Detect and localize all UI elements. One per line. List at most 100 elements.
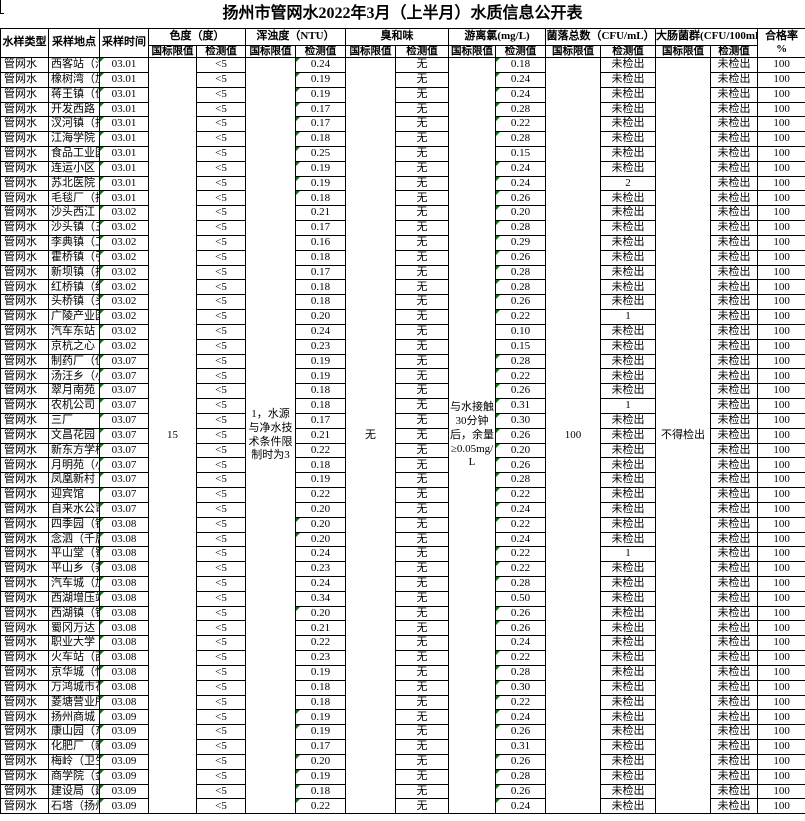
cell-date[interactable]: 03.09	[99, 709, 149, 726]
cell-location[interactable]: 月明苑（小	[48, 457, 100, 474]
cell-color-value[interactable]: <5	[196, 160, 246, 177]
cell-odor-value[interactable]: 无	[395, 131, 450, 147]
cell-color-value[interactable]: <5	[196, 694, 246, 711]
cell-sample-type[interactable]: 管网水	[0, 576, 49, 592]
cell-location[interactable]: 李典镇（工	[48, 234, 100, 251]
cell-rate[interactable]: 100	[757, 605, 805, 622]
col-header-chlorine-limit[interactable]: 国标限值	[448, 44, 497, 59]
cell-color-value[interactable]: <5	[196, 220, 246, 236]
cell-odor-value[interactable]: 无	[395, 457, 450, 474]
cell-coliform-value[interactable]: 未检出	[710, 338, 759, 355]
cell-odor-value[interactable]: 无	[395, 309, 450, 325]
cell-turbidity-value[interactable]: 0.23	[294, 561, 347, 577]
cell-sample-type[interactable]: 管网水	[0, 412, 49, 429]
cell-location[interactable]: 自来水公司	[48, 501, 100, 518]
cell-location[interactable]: 梅岭（卫生	[48, 753, 100, 770]
cell-sample-type[interactable]: 管网水	[0, 472, 49, 489]
cell-color-value[interactable]: <5	[196, 590, 246, 607]
cell-sample-type[interactable]: 管网水	[0, 501, 49, 518]
cell-rate[interactable]: 100	[757, 145, 805, 162]
cell-turbidity-value[interactable]: 0.23	[294, 650, 347, 666]
cell-sample-type[interactable]: 管网水	[0, 679, 49, 696]
cell-coliform-value[interactable]: 未检出	[710, 709, 759, 726]
cell-chlorine-value[interactable]: 0.22	[495, 487, 547, 503]
cell-chlorine-value[interactable]: 0.10	[495, 323, 547, 340]
cell-date[interactable]: 03.08	[99, 561, 149, 577]
cell-color-value[interactable]: <5	[196, 561, 246, 577]
cell-coliform-value[interactable]: 未检出	[710, 234, 759, 251]
cell-colony-value[interactable]: 未检出	[600, 234, 657, 251]
cell-rate[interactable]: 100	[757, 190, 805, 207]
cell-rate[interactable]: 100	[757, 457, 805, 474]
cell-color-value[interactable]: <5	[196, 679, 246, 696]
cell-color-value[interactable]: <5	[196, 294, 246, 311]
cell-sample-type[interactable]: 管网水	[0, 783, 49, 800]
cell-coliform-value[interactable]: 未检出	[710, 798, 759, 815]
cell-coliform-value[interactable]: 未检出	[710, 101, 759, 118]
cell-turbidity-value[interactable]: 0.18	[294, 294, 347, 311]
cell-coliform-value[interactable]: 未检出	[710, 353, 759, 370]
cell-color-value[interactable]: <5	[196, 116, 246, 133]
col-header-colony-value[interactable]: 检测值	[600, 44, 657, 59]
cell-date[interactable]: 03.01	[99, 101, 149, 118]
cell-sample-type[interactable]: 管网水	[0, 338, 49, 355]
cell-chlorine-value[interactable]: 0.31	[495, 398, 547, 414]
cell-chlorine-value[interactable]: 0.26	[495, 190, 547, 207]
cell-odor-value[interactable]: 无	[395, 531, 450, 548]
cell-odor-value[interactable]: 无	[395, 724, 450, 741]
cell-turbidity-value[interactable]: 0.24	[294, 546, 347, 563]
cell-rate[interactable]: 100	[757, 398, 805, 414]
cell-date[interactable]: 03.08	[99, 679, 149, 696]
cell-colony-value[interactable]: 未检出	[600, 264, 657, 281]
cell-date[interactable]: 03.08	[99, 694, 149, 711]
cell-turbidity-value[interactable]: 0.20	[294, 753, 347, 770]
cell-date[interactable]: 03.01	[99, 57, 149, 73]
cell-coliform-value[interactable]: 未检出	[710, 694, 759, 711]
cell-rate[interactable]: 100	[757, 783, 805, 800]
cell-chlorine-value[interactable]: 0.29	[495, 234, 547, 251]
cell-turbidity-value[interactable]: 0.22	[294, 487, 347, 503]
cell-color-limit[interactable]: 15	[148, 57, 197, 815]
cell-odor-value[interactable]: 无	[395, 71, 450, 88]
cell-odor-value[interactable]: 无	[395, 472, 450, 489]
cell-sample-type[interactable]: 管网水	[0, 605, 49, 622]
cell-odor-value[interactable]: 无	[395, 620, 450, 637]
cell-turbidity-value[interactable]: 0.25	[294, 145, 347, 162]
cell-date[interactable]: 03.01	[99, 116, 149, 133]
cell-date[interactable]: 03.07	[99, 487, 149, 503]
cell-rate[interactable]: 100	[757, 175, 805, 192]
cell-coliform-value[interactable]: 未检出	[710, 264, 759, 281]
cell-location[interactable]: 万鸿城市花	[48, 679, 100, 696]
cell-chlorine-value[interactable]: 0.22	[495, 694, 547, 711]
cell-date[interactable]: 03.07	[99, 398, 149, 414]
cell-chlorine-value[interactable]: 0.26	[495, 427, 547, 444]
cell-chlorine-value[interactable]: 0.28	[495, 576, 547, 592]
cell-location[interactable]: 西湖镇（镇	[48, 605, 100, 622]
cell-sample-type[interactable]: 管网水	[0, 620, 49, 637]
cell-rate[interactable]: 100	[757, 71, 805, 88]
cell-color-value[interactable]: <5	[196, 783, 246, 800]
cell-date[interactable]: 03.01	[99, 145, 149, 162]
cell-coliform-value[interactable]: 未检出	[710, 412, 759, 429]
cell-date[interactable]: 03.07	[99, 383, 149, 400]
cell-turbidity-value[interactable]: 0.19	[294, 709, 347, 726]
cell-odor-value[interactable]: 无	[395, 116, 450, 133]
cell-sample-type[interactable]: 管网水	[0, 650, 49, 666]
cell-location[interactable]: 苏北医院	[48, 175, 100, 192]
cell-odor-value[interactable]: 无	[395, 338, 450, 355]
cell-color-value[interactable]: <5	[196, 71, 246, 88]
cell-odor-value[interactable]: 无	[395, 427, 450, 444]
cell-odor-value[interactable]: 无	[395, 234, 450, 251]
cell-date[interactable]: 03.09	[99, 768, 149, 785]
cell-sample-type[interactable]: 管网水	[0, 175, 49, 192]
cell-coliform-value[interactable]: 未检出	[710, 664, 759, 681]
cell-date[interactable]: 03.08	[99, 590, 149, 607]
cell-sample-type[interactable]: 管网水	[0, 131, 49, 147]
cell-odor-value[interactable]: 无	[395, 57, 450, 73]
cell-rate[interactable]: 100	[757, 561, 805, 577]
cell-date[interactable]: 03.02	[99, 205, 149, 222]
cell-sample-type[interactable]: 管网水	[0, 546, 49, 563]
cell-color-value[interactable]: <5	[196, 398, 246, 414]
cell-odor-value[interactable]: 无	[395, 383, 450, 400]
cell-turbidity-value[interactable]: 0.19	[294, 71, 347, 88]
